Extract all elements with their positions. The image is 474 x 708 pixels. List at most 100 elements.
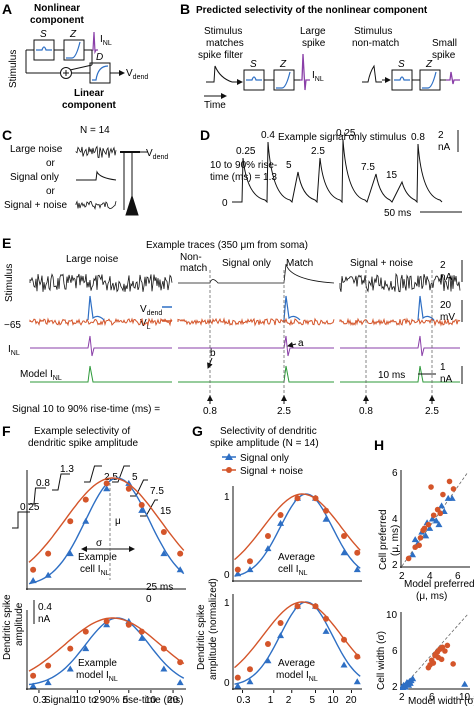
a-vdend-label: Vdend: [126, 68, 148, 81]
signal-noise-point: [177, 659, 184, 666]
b-nonmatch-stimulus: [362, 64, 382, 83]
panel-label-f: F: [2, 423, 11, 439]
e-signal-noise: Signal + noise: [350, 258, 414, 269]
h-ylabel-top-2: (μ, ms): [390, 525, 401, 556]
d-scale-t: 50 ms: [384, 208, 411, 219]
c-or-2: or: [46, 186, 56, 197]
signal-only-point: [438, 502, 446, 509]
h-bot-xtick: 10: [459, 692, 471, 703]
b-large-spike: [300, 53, 310, 91]
signal-noise-point: [446, 478, 453, 485]
signal-noise-point: [138, 628, 145, 635]
x-tick-label: 1: [71, 695, 77, 706]
nonlinear-title-2: component: [30, 15, 85, 26]
e-vl-trace: [177, 317, 335, 327]
d-rise-label: 15: [386, 170, 398, 181]
signal-only-point: [264, 657, 272, 664]
a-sum-node: [60, 67, 72, 79]
c-neuron-icon: [125, 152, 139, 216]
b-left-3: spike filter: [198, 50, 244, 61]
signal-only-point: [277, 519, 285, 526]
signal-noise-point: [450, 486, 457, 492]
e-stimulus-label: Stimulus: [4, 264, 15, 302]
d-rise-label: 0.4: [261, 130, 275, 141]
signal-noise-point: [82, 496, 89, 503]
b-large-1: Large: [300, 26, 326, 37]
signal-only-point: [340, 661, 348, 668]
f-cell-1: Example: [78, 552, 117, 563]
signal-noise-point: [277, 512, 284, 518]
g-yt1-top: 1: [224, 492, 230, 503]
signal-noise-point: [103, 480, 110, 487]
g-title-1: Selectivity of dendritic: [220, 426, 317, 437]
f-ylabel-2: amplitude: [14, 602, 25, 646]
h-top-xtick: 4: [427, 571, 433, 582]
f-title-1: Example selectivity of: [34, 426, 130, 437]
c-signal-noise-trace: [75, 200, 117, 210]
nonlinear-title-1: Nonlinear: [34, 3, 80, 14]
signal-noise-point: [427, 662, 433, 668]
f-mu: μ: [115, 516, 121, 527]
f-ylabel-1: Dendritic spike: [2, 594, 13, 660]
signal-only-point: [409, 675, 417, 682]
signal-only-point: [400, 683, 406, 690]
signal-noise-point: [312, 603, 319, 610]
e-large-noise: Large noise: [66, 254, 119, 265]
signal-only-point: [29, 577, 37, 584]
h-ylabel-top-1: Cell preferred: [378, 509, 389, 570]
signal-noise-curve: [234, 601, 361, 669]
signal-noise-point: [405, 555, 412, 562]
signal-noise-point: [442, 648, 448, 654]
g-bottom-plot: [232, 594, 362, 690]
signal-noise-point: [323, 507, 330, 514]
signal-noise-point: [45, 662, 52, 669]
h-xlabel-top-1: Model preferred: [404, 579, 474, 590]
b-z-label-2: Z: [425, 59, 433, 70]
b-s-label-1: S: [250, 59, 257, 70]
e-scale-na-u: nA: [440, 272, 453, 283]
a-z-nonlinearity-icon: [66, 41, 81, 59]
signal-only-point: [176, 566, 184, 573]
signal-only-point: [44, 571, 52, 578]
signal-only-point: [322, 627, 330, 634]
signal-noise-point: [430, 512, 437, 519]
h-xlabel-top-2: (μ, ms): [416, 591, 447, 602]
signal-noise-point: [341, 636, 348, 643]
signal-only-point: [234, 682, 242, 689]
e-title: Example traces (350 μm from soma): [146, 240, 308, 251]
signal-noise-point: [160, 645, 167, 652]
f-model-1: Example: [78, 658, 117, 669]
c-large-noise: Large noise: [10, 144, 63, 155]
f-inset-label: 15: [160, 506, 172, 517]
signal-noise-point: [138, 502, 145, 508]
panel-b: B Predicted selectivity of the nonlinear…: [180, 1, 460, 111]
e-b: b: [210, 348, 216, 359]
g-legend-signal: Signal only: [240, 453, 289, 464]
f-inset-label: 1.3: [60, 464, 74, 475]
e-vdend-spike: [283, 295, 301, 321]
signal-noise-point: [425, 521, 432, 528]
e-footer: Signal 10 to 90% rise-time (ms) =: [12, 404, 160, 415]
h-bot-ytick: 6: [392, 646, 398, 657]
d-zero: 0: [222, 198, 228, 209]
e-non-match-2: match: [180, 263, 207, 274]
e-scale-mv-u: mV: [440, 312, 455, 323]
d-rise-label: 5: [286, 160, 292, 171]
c-signal-only: Signal only: [10, 172, 59, 183]
signal-noise-point: [45, 550, 52, 557]
x-tick-label: 20: [345, 695, 357, 706]
e-vdend-spike: [87, 295, 105, 321]
e-inl-trace: [340, 335, 460, 357]
signal-only-point: [234, 570, 242, 577]
signal-only-point: [340, 549, 348, 556]
signal-noise-point: [264, 533, 271, 539]
signal-noise-point: [416, 542, 422, 549]
c-or-1: or: [46, 158, 56, 169]
d-rise-2: time (ms) = 1.3: [210, 172, 277, 183]
h-bot-xtick: 6: [429, 692, 435, 703]
b-small-spike: [446, 71, 460, 85]
signal-only-point: [138, 634, 146, 641]
f-top-plot: [26, 470, 186, 590]
b-small-2: spike: [432, 50, 456, 61]
f-inset-label: 7.5: [150, 486, 164, 497]
